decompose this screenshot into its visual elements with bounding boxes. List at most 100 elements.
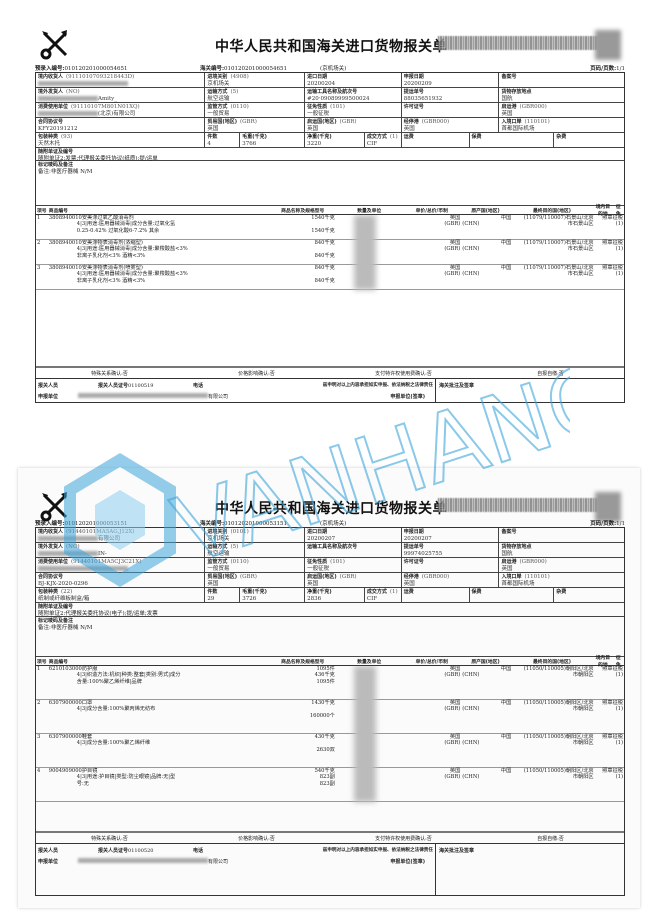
declarant-person-label: 报关人员 xyxy=(38,383,59,389)
header-field: 进境关别 (0101) 京机场关 xyxy=(205,528,306,542)
header-field: 毛重(千克) 3766 xyxy=(240,133,306,147)
customs-emblem-icon xyxy=(39,28,71,60)
item-origin: 英国 (GBR) xyxy=(404,666,461,699)
origin-code: (GBR) xyxy=(444,246,461,253)
item-origin: 英国 (GBR) xyxy=(404,265,461,289)
field-label: 申报日期 xyxy=(403,529,424,535)
origin-name: 英国 xyxy=(449,666,461,672)
declaration-statement: 兹申明对以上内容承担如实申报、依法纳税之法律责任 xyxy=(322,383,433,388)
preentry-number: 预录入编号:010120201000053151 xyxy=(35,519,128,527)
items-header: 项号 商品编号 商品名称及规格型号 数量及单位 单价/总价/币制 原产国(地区) 最终目的国… xyxy=(36,205,624,217)
destination-name: 中国 xyxy=(500,700,512,706)
levy-code: (1) xyxy=(615,740,623,747)
item-destination: 中国 (CHN) xyxy=(461,265,512,289)
origin-code: (GBR) xyxy=(444,774,461,781)
column-header: 商品名称及规格型号 xyxy=(281,659,325,665)
header-row: 合同协议号 KFY20191212 贸易国(地区) (GBR) 英国 启运国(地区) (GB… xyxy=(36,118,624,133)
field-value-text: 一般征税 xyxy=(307,110,330,117)
field-value-text: 国航 xyxy=(501,550,513,557)
destination-code: (CHN) xyxy=(462,740,480,747)
item-code: 6307900000 xyxy=(48,700,82,706)
confirmation-row: 特殊关系确认:否 价格影响确认:否 支付特许权使用费确认:否 自报自缴:否 xyxy=(36,832,624,844)
declaration-statement: 兹申明对以上内容承担如实申报、依法纳税之法律责任 xyxy=(322,848,433,853)
item-spec: 0.25-0.42% 过氧化酸6-7.2% 其余 xyxy=(76,227,160,234)
field-value-text: 英国 xyxy=(207,125,219,132)
header-field: 启运国(地区) (GBR) 英国 xyxy=(305,118,402,132)
quantity-line: 840千克 xyxy=(314,277,335,284)
declarant-row: 申报单位 有限公司 申报单位(签章) xyxy=(38,858,433,865)
destination-name: 中国 xyxy=(500,215,512,221)
customs-number: 海关编号:010120201000053151 xyxy=(200,519,287,527)
declarant-row: 申报单位 有限公司 申报单位(签章) xyxy=(38,393,433,400)
header-field: 件数 29 xyxy=(205,588,241,602)
field-value-text: 天然木托 xyxy=(38,140,61,147)
page-count: 页码/页数:1/1 xyxy=(590,64,625,72)
items-list: 1 6210103000防护服 4|3|织造方法:机织|种类:整套|类别:男式|成分… xyxy=(36,666,624,832)
field-label: 境外发货人 xyxy=(38,544,64,550)
attached-documents: 随附单证及编号 随附单证2:发票;代理报关委托协议(纸质);提/运单 xyxy=(36,148,624,162)
domestic-line: 市朝阳区 xyxy=(572,706,594,713)
column-header: 商品编号 xyxy=(48,208,68,214)
item-number: 1 xyxy=(37,215,41,221)
header-field: 运输方式 (5) 航空运输 xyxy=(205,543,306,557)
price-column-redacted xyxy=(354,215,376,290)
item-code-name: 6307900000口罩 xyxy=(49,700,270,706)
field-value: 英国 xyxy=(501,111,622,118)
item-levy: 照章征税 (1) xyxy=(595,666,624,699)
field-label: 进口日期 xyxy=(307,529,328,535)
field-label: 包装种类 xyxy=(38,134,59,140)
field-label: 货物存放地点 xyxy=(501,89,532,95)
phone-label: 电话 xyxy=(193,848,204,854)
field-value-text: 航空运输 xyxy=(207,550,230,557)
header-field: 毛重(千克) 3726 xyxy=(240,588,306,602)
field-value: 20200207 xyxy=(404,536,497,543)
item-origin: 英国 (GBR) xyxy=(404,215,461,239)
field-value xyxy=(38,565,202,573)
levy-name: 照章征税 xyxy=(602,265,623,271)
field-value-text: 4 xyxy=(207,140,211,147)
header-field: 保费 xyxy=(470,133,555,147)
header-field: 境内收货人 (91440101MA5AG.J12X) 有限公司 xyxy=(36,528,206,542)
field-label: 消费使用单位 xyxy=(38,104,69,110)
header-field: 件数 4 xyxy=(205,133,241,147)
item-row: 3 6307900000鞋套 4|3|成分含量:100%聚乙烯纤维 430千克 263… xyxy=(36,734,624,768)
header-row: 境外发货人 (NO) Amity_ 运输方式 (5) 航空运输 运输工具名称及航次号 #20·… xyxy=(36,88,624,103)
item-domestic-destination: (11050/110005)朝阳区/北京 市朝阳区 xyxy=(512,768,594,801)
field-value: CIF xyxy=(367,141,399,148)
column-header: 数量及单位 xyxy=(357,659,382,665)
field-code: (NO) xyxy=(66,89,80,95)
header-field: 申报日期 20200207 xyxy=(402,528,500,542)
origin-code: (GBR) xyxy=(444,271,461,278)
header-field: 杂费 xyxy=(554,133,624,147)
field-value: IN- xyxy=(38,550,202,558)
item-name: 防护服 xyxy=(81,666,98,672)
field-code: (91110107M801N01XQ) xyxy=(71,104,140,110)
header-field: 提运单号 88035651932 xyxy=(402,88,500,102)
levy-name: 照章征税 xyxy=(602,666,623,672)
header-field: 贸易国(地区) (GBR) 英国 xyxy=(205,573,306,587)
origin-code: (GBR) xyxy=(444,706,461,713)
item-row: 4 9004909000护目镜 4|3|用途:护目镜|类型:防尘眼镜|品牌:无|型号… xyxy=(36,768,624,802)
quantity-line: 1095件 xyxy=(316,678,335,685)
levy-code: (1) xyxy=(615,271,623,278)
field-value-text: 京机场关 xyxy=(207,535,230,542)
redacted-text xyxy=(38,95,98,101)
domestic-line: 市朝阳区 xyxy=(572,774,594,781)
item-spec: 4|3|用途:护目镜|类型:防尘眼镜|品牌:无|型 xyxy=(76,774,176,781)
number-line: 预录入编号:010120201000053151 海关编号:01012020100… xyxy=(35,519,625,527)
item-quantity: 1095件 436千克 1095件 xyxy=(271,666,336,699)
levy-name: 照章征税 xyxy=(602,240,623,246)
field-value-text: 3726 xyxy=(242,595,257,602)
header-field: 进口日期 20200207 xyxy=(305,528,402,542)
price-column-redacted xyxy=(354,666,376,802)
header-field: 进境关别 (4908) 京机场关 xyxy=(205,73,306,87)
field-value: 国航 xyxy=(501,96,622,103)
attached-documents: 随附单证及编号 随附单证2:代理报关委托协议(电子);提/运单;发票 xyxy=(36,603,624,617)
column-header: 境内目的地 xyxy=(595,656,611,668)
field-label: 提运单号 xyxy=(403,89,424,95)
field-value: 英国 xyxy=(207,126,302,133)
header-row: 消费使用单位 (91440101MA5CJ3C21X) 监管方式 (0110) 一般贸易… xyxy=(36,558,624,573)
declaration-table: 境内收货人 (91110107093218443D) 进境关别 (4908) 京机场关进… xyxy=(35,72,625,403)
field-label: 净重(千克) xyxy=(307,589,332,595)
levy-name: 照章征税 xyxy=(602,768,623,774)
